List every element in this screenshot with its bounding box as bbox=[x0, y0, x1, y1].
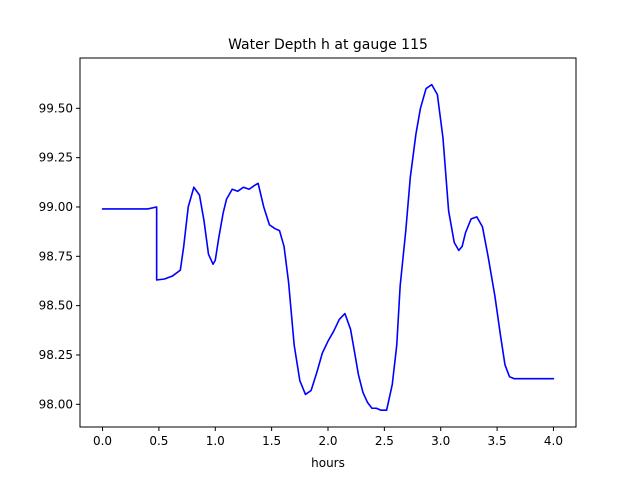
x-tick-label: 1.5 bbox=[262, 434, 281, 448]
y-tick-label: 99.50 bbox=[39, 101, 73, 115]
x-tick-label: 2.0 bbox=[318, 434, 337, 448]
x-tick-label: 2.5 bbox=[375, 434, 394, 448]
series-line-0 bbox=[101, 83, 555, 412]
y-tick-label: 99.00 bbox=[39, 200, 73, 214]
x-tick-label: 3.0 bbox=[431, 434, 450, 448]
y-tick-label: 98.50 bbox=[39, 299, 73, 313]
x-tick-label: 0.5 bbox=[149, 434, 168, 448]
plot-area: 0.0 0.5 1.0 1.5 2.0 2.5 3.0 3.5 4.0 98.00 98.25 98.… bbox=[39, 57, 577, 448]
chart-title: Water Depth h at gauge 115 bbox=[228, 37, 428, 53]
x-tick-label: 4.0 bbox=[544, 434, 563, 448]
y-tick-label: 98.25 bbox=[39, 348, 73, 362]
x-tick-label: 1.0 bbox=[206, 434, 225, 448]
x-tick-label: 0.0 bbox=[93, 434, 112, 448]
x-axis-label: hours bbox=[311, 456, 345, 470]
y-tick-label: 98.75 bbox=[39, 249, 73, 263]
x-tick-label: 3.5 bbox=[488, 434, 507, 448]
y-tick-label: 99.25 bbox=[39, 151, 73, 165]
y-tick-label: 98.00 bbox=[39, 397, 73, 411]
